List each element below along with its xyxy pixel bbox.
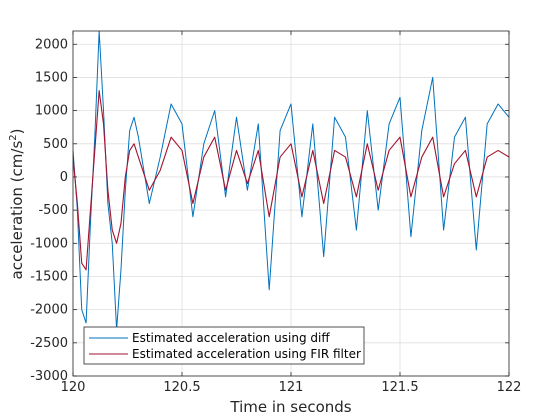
y-tick-label: -500: [38, 203, 68, 218]
y-tick-label: 2000: [35, 37, 68, 52]
series-line-diff: [73, 31, 509, 331]
x-tick-label: 121.5: [381, 380, 418, 395]
y-tick-label: -1000: [30, 236, 68, 251]
y-tick-label: 1000: [35, 104, 68, 119]
y-axis-label-close: ): [8, 129, 26, 135]
x-tick-label: 120: [61, 380, 86, 395]
x-axis-label: Time in seconds: [229, 398, 351, 416]
ticks: 120 120.5 121 121.5 122 -3000 -2500 -2000 -1500 -…: [30, 31, 521, 395]
y-tick-label: 0: [60, 170, 68, 185]
legend-label-fir: Estimated acceleration using FIR filter: [132, 347, 361, 361]
y-tick-label: -3000: [30, 369, 68, 384]
y-axis-label: acceleration (cm/s2): [8, 129, 26, 280]
x-tick-label: 120.5: [163, 380, 200, 395]
y-axis-label-sup: 2: [8, 134, 19, 140]
y-tick-label: -1500: [30, 269, 68, 284]
plot-lines: [73, 31, 509, 331]
y-tick-label: -2500: [30, 336, 68, 351]
y-tick-label: -2000: [30, 303, 68, 318]
legend-label-diff: Estimated acceleration using diff: [132, 331, 330, 345]
y-tick-label: 500: [43, 137, 68, 152]
y-axis-label-main: acceleration (cm/s: [8, 141, 26, 280]
x-tick-label: 122: [497, 380, 522, 395]
y-tick-label: 1500: [35, 70, 68, 85]
legend: Estimated acceleration using diff Estima…: [83, 326, 365, 365]
x-tick-label: 121: [279, 380, 304, 395]
legend-box: [83, 326, 365, 365]
series-line-fir: [73, 90, 509, 271]
